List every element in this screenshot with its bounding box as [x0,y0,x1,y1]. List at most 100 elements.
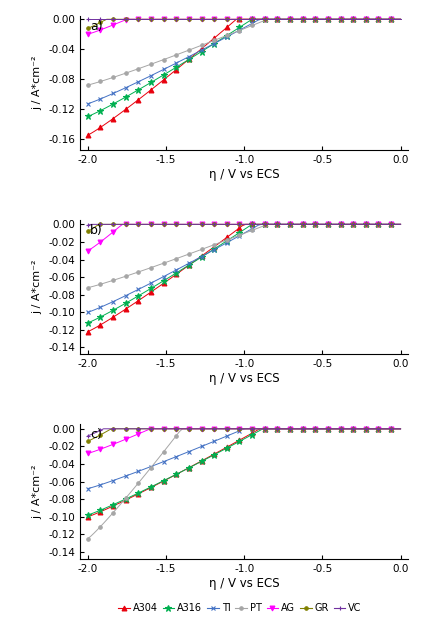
AG [275,220,280,228]
VC [250,220,255,228]
A316 [275,220,280,228]
TI [398,16,403,23]
TI [398,425,403,432]
VC [275,425,280,432]
Line: A316: A316 [85,221,404,326]
Line: VC: VC [85,17,403,22]
AG [376,220,381,228]
A316 [85,319,91,327]
VC [373,16,378,23]
A316 [145,485,150,492]
A316 [385,16,390,23]
GR [376,220,381,228]
PT [398,16,403,23]
TI [158,67,163,75]
PT [275,16,280,23]
GR [398,220,403,228]
A304 [398,220,403,228]
VC [246,16,251,23]
TI [275,16,280,23]
Line: A304: A304 [85,222,403,334]
A304 [376,425,381,432]
AG [398,220,403,228]
A304 [275,16,280,23]
TI [85,100,91,107]
PT [398,220,403,228]
VC [376,425,381,432]
A304 [158,282,163,289]
VC [385,220,390,228]
Line: PT: PT [86,222,402,289]
AG [250,16,255,23]
Line: A316: A316 [85,425,404,518]
A304 [85,132,91,139]
GR [149,425,154,432]
TI [385,16,390,23]
X-axis label: η / V vs ECS: η / V vs ECS [209,372,280,385]
PT [145,265,150,273]
Line: A304: A304 [85,427,403,519]
A304 [243,220,248,228]
A316 [246,223,251,230]
AG [275,16,280,23]
PT [158,57,163,65]
TI [385,425,390,432]
A316 [246,433,251,440]
PT [398,425,403,432]
A316 [398,16,403,23]
TI [398,220,403,228]
Y-axis label: j / A*cm⁻²: j / A*cm⁻² [33,465,43,519]
A316 [250,16,255,23]
Line: GR: GR [86,427,402,443]
VC [376,220,381,228]
PT [158,261,163,268]
Line: AG: AG [85,222,403,253]
A304 [259,425,264,432]
VC [101,425,106,432]
A304 [385,16,390,23]
AG [126,16,131,23]
A304 [246,431,251,438]
Line: VC: VC [85,222,403,228]
PT [85,81,91,89]
Y-axis label: j / A*cm⁻²: j / A*cm⁻² [33,55,43,110]
TI [246,21,251,29]
PT [376,425,381,432]
AG [161,220,166,228]
A304 [145,89,150,96]
VC [88,220,93,228]
AG [398,425,403,432]
TI [145,281,150,288]
GR [385,220,390,228]
A304 [250,16,255,23]
GR [275,16,280,23]
TI [376,16,381,23]
AG [85,450,91,457]
AG [250,220,255,228]
AG [149,220,154,228]
A316 [275,425,280,432]
A316 [85,112,91,120]
PT [180,425,185,432]
A316 [158,73,163,81]
A304 [398,425,403,432]
PT [85,535,91,542]
A316 [275,16,280,23]
A316 [376,425,381,432]
VC [85,432,91,440]
TI [385,220,390,228]
AG [385,220,390,228]
AG [398,16,403,23]
A304 [85,328,91,335]
TI [145,73,150,81]
GR [398,16,403,23]
VC [398,16,403,23]
A304 [145,486,150,493]
AG [250,425,255,432]
PT [246,23,251,30]
A304 [385,220,390,228]
GR [376,16,381,23]
Line: PT: PT [86,427,402,540]
VC [149,425,154,432]
GR [149,220,154,228]
